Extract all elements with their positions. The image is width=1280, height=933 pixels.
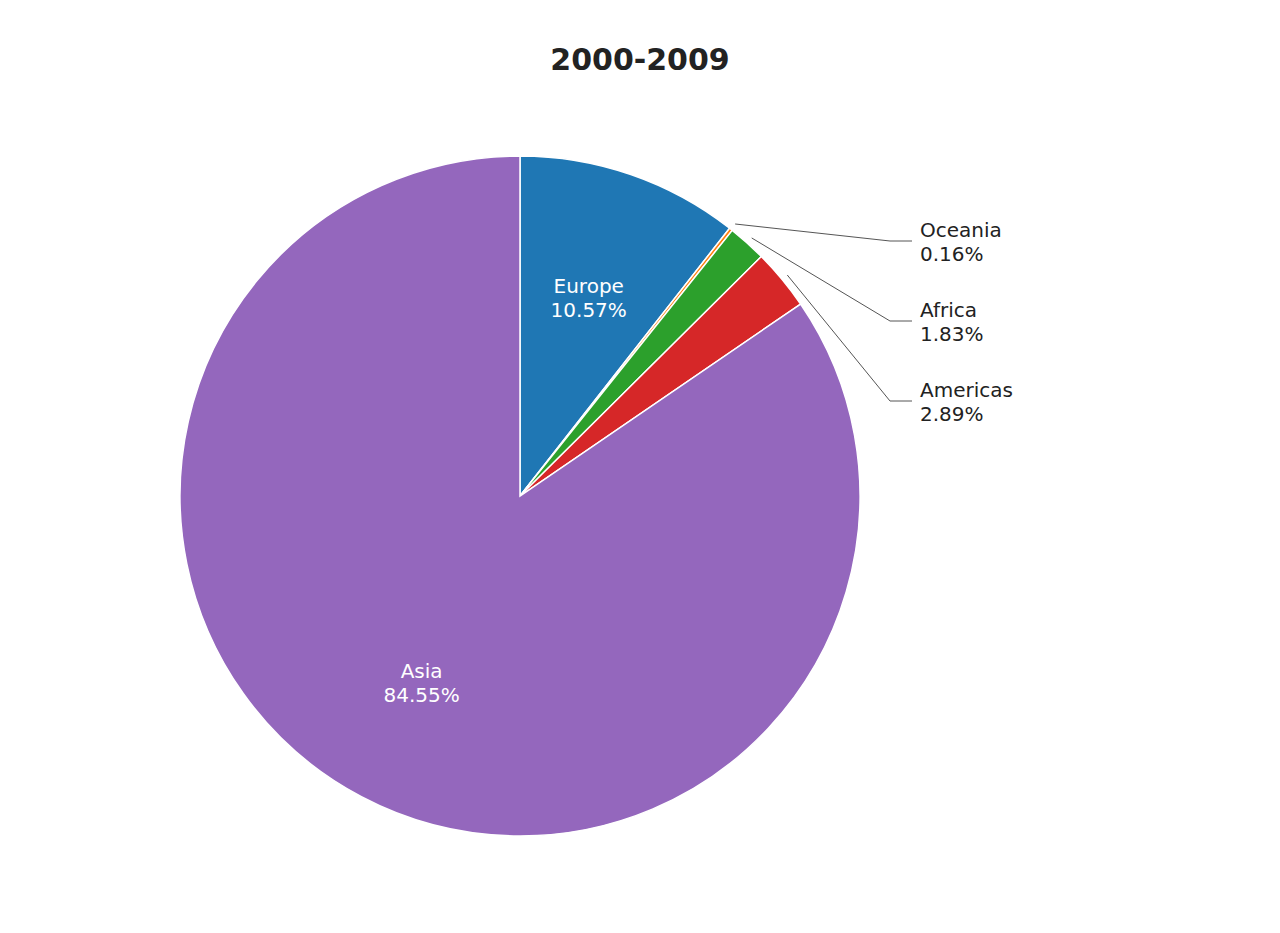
data-label: Oceania0.16%: [920, 218, 1002, 266]
data-labels: Europe10.57% Asia84.55% Oceania0.16% Africa…: [384, 218, 1013, 707]
label-category: Americas: [920, 378, 1013, 402]
label-value: 84.55%: [384, 683, 460, 707]
pie: [180, 156, 860, 836]
label-value: 1.83%: [920, 322, 984, 346]
label-category: Africa: [920, 298, 977, 322]
label-value: 10.57%: [551, 298, 627, 322]
label-category: Asia: [401, 659, 443, 683]
label-category: Europe: [554, 274, 624, 298]
label-category: Oceania: [920, 218, 1002, 242]
title: 2000-2009: [550, 42, 729, 77]
label-value: 0.16%: [920, 242, 984, 266]
slice: [180, 156, 860, 836]
data-label: Asia84.55%: [384, 659, 460, 707]
leader-line: [735, 224, 912, 241]
chart: 2000-2009 Europe10.57% Asia84.55% Oceania0.…: [0, 0, 1280, 933]
data-label: Europe10.57%: [551, 274, 627, 322]
data-label: Americas2.89%: [920, 378, 1013, 426]
leader-line: [752, 238, 912, 321]
data-label: Africa1.83%: [920, 298, 984, 346]
leader-line: [787, 275, 912, 401]
label-value: 2.89%: [920, 402, 984, 426]
